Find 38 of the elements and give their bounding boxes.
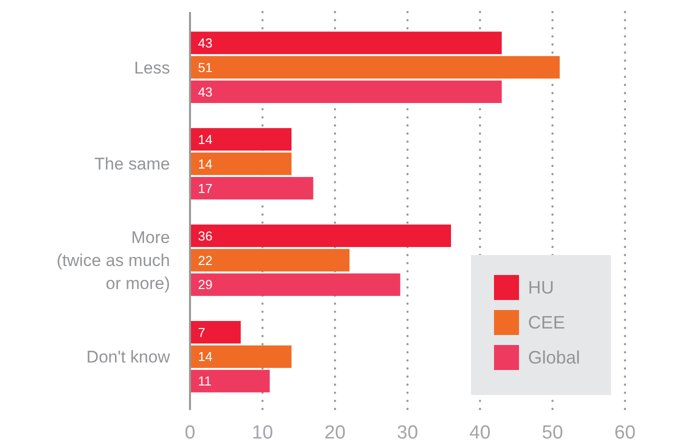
data-label: 11 <box>198 374 212 389</box>
data-label: 14 <box>198 132 212 147</box>
data-label: 36 <box>198 228 212 244</box>
bar <box>190 32 502 54</box>
data-label: 43 <box>198 35 212 50</box>
legend-label: HU <box>528 277 554 298</box>
data-label: 14 <box>198 349 212 364</box>
y-tick-label: Don't know <box>86 348 171 367</box>
bar <box>190 56 560 79</box>
data-label: 14 <box>198 156 212 172</box>
data-label: 7 <box>198 324 206 340</box>
x-tick-label: 30 <box>396 422 418 443</box>
bar <box>190 128 292 151</box>
legend-label: Global <box>528 347 580 368</box>
bar <box>190 320 241 344</box>
bar <box>190 248 350 272</box>
bar <box>190 370 270 392</box>
data-label: 22 <box>198 252 212 268</box>
x-tick-label: 60 <box>614 422 636 443</box>
data-label: 51 <box>198 60 212 75</box>
y-tick-label: Less <box>134 58 170 78</box>
data-label: 29 <box>198 277 212 292</box>
legend-label: CEE <box>528 312 566 332</box>
x-tick-label: 0 <box>184 422 196 443</box>
bar <box>190 224 451 248</box>
bar <box>190 345 292 368</box>
data-label: 43 <box>198 84 212 100</box>
data-label: 17 <box>198 180 212 196</box>
bar <box>190 273 400 296</box>
x-tick-label: 40 <box>469 422 491 443</box>
x-tick-label: 50 <box>542 422 564 443</box>
y-tick-label: More (twice as much or more) <box>56 228 170 294</box>
x-tick-label: 20 <box>324 422 346 443</box>
x-tick-label: 10 <box>252 422 274 443</box>
bar <box>190 176 314 200</box>
bar <box>190 80 502 104</box>
bar <box>190 152 292 176</box>
y-tick-label: The same <box>94 154 170 174</box>
